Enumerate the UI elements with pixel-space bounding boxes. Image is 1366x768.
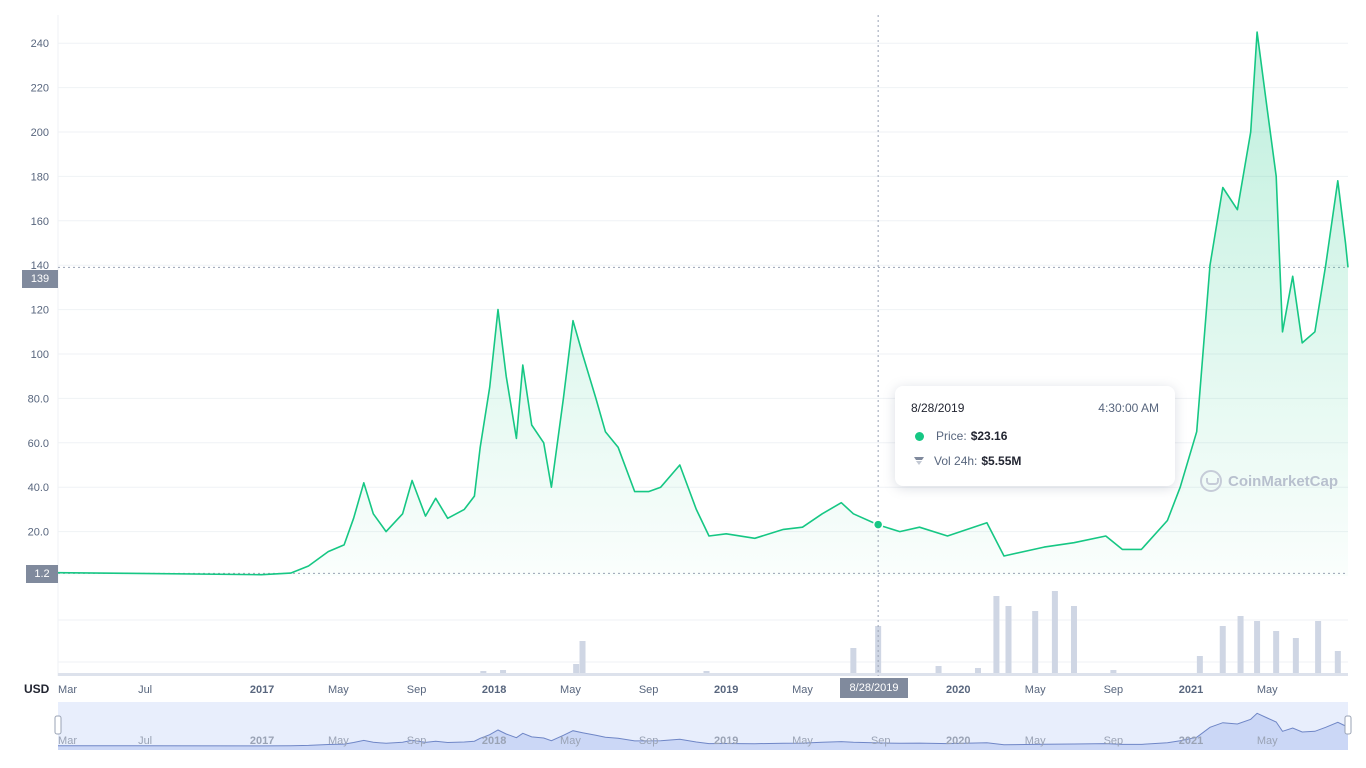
currency-label: USD: [24, 682, 50, 696]
navigator-tick-label: 2018: [482, 735, 506, 747]
tooltip-volume-label: Vol 24h:: [934, 454, 978, 468]
navigator-handle[interactable]: [1344, 715, 1352, 735]
tooltip-time: 4:30:00 AM: [1098, 401, 1159, 415]
price-area: [57, 31, 1349, 577]
volume-bar: [1254, 621, 1261, 676]
y-tick-label: 200: [31, 127, 49, 139]
x-tick-label: May: [560, 684, 581, 696]
y-tick-label: 240: [31, 38, 49, 50]
y-tick-label: 40.0: [28, 482, 49, 494]
tooltip-volume-value: $5.55M: [981, 454, 1022, 468]
volume-bar: [1334, 651, 1341, 676]
navigator-handle[interactable]: [54, 715, 62, 735]
tooltip-price-label: Price:: [936, 429, 967, 443]
volume-bars: [58, 591, 1348, 676]
y-tick-label: 20.0: [28, 527, 49, 539]
volume-bar: [974, 668, 981, 676]
navigator-tick-label: Sep: [1104, 735, 1124, 747]
navigator-tick-label: May: [560, 735, 581, 747]
tooltip-price-value: $23.16: [970, 429, 1008, 443]
volume-bar: [1070, 606, 1077, 676]
volume-bar: [1237, 616, 1244, 676]
volume-bar: [1196, 656, 1203, 676]
volume-bar: [579, 641, 586, 676]
navigator-tick-label: Sep: [639, 735, 659, 747]
x-tick-label: Sep: [407, 684, 427, 696]
volume-bar: [850, 648, 857, 676]
range-navigator[interactable]: Mar Jul 2017 May Sep 2018 May Sep 2019 May Sep 2020…: [54, 702, 1352, 750]
price-dot-icon: [915, 431, 924, 441]
x-tick-label: 2019: [714, 684, 738, 696]
y-tick-label: 220: [31, 83, 49, 95]
volume-bar: [1292, 638, 1299, 676]
volume-bar: [573, 664, 580, 676]
navigator-tick-label: May: [1025, 735, 1046, 747]
x-tick-label: May: [1257, 684, 1278, 696]
x-tick-label: Jul: [138, 684, 152, 696]
x-tick-label: Sep: [1104, 684, 1124, 696]
x-tick-label: Mar: [58, 684, 77, 696]
crosshair-point: [872, 519, 884, 530]
y-tick-label: 100: [31, 349, 49, 361]
navigator-tick-label: Sep: [407, 735, 427, 747]
x-tick-label: 2020: [946, 684, 970, 696]
navigator-tick-label: May: [1257, 735, 1278, 747]
crosshair-date-badge: 8/28/2019: [840, 678, 908, 698]
y-tick-label: 160: [31, 216, 49, 228]
x-axis: Mar Jul 2017 May Sep 2018 May Sep 2019 May Sep 2020…: [58, 684, 1278, 696]
current-price-badge: 139: [22, 270, 58, 288]
coinmarketcap-logo-icon: [1200, 470, 1222, 492]
x-tick-label: May: [1025, 684, 1046, 696]
navigator-tick-label: Sep: [871, 735, 891, 747]
volume-bar: [1051, 591, 1058, 676]
y-axis: 20.0 40.0 60.0 80.0 100 120 140 160 180 200 220 240: [28, 38, 49, 538]
grid-lines: [57, 15, 1348, 676]
tooltip-date: 8/28/2019: [911, 401, 965, 415]
volume-bar: [1219, 626, 1226, 676]
volume-bar: [1032, 611, 1039, 676]
chart-tooltip: 8/28/2019 4:30:00 AM Price: $23.16 Vol 2…: [895, 386, 1175, 486]
coinmarketcap-watermark: CoinMarketCap: [1200, 470, 1338, 492]
y-tick-label: 80.0: [28, 393, 49, 405]
navigator-tick-label: 2021: [1179, 735, 1203, 747]
volume-bar: [1005, 606, 1012, 676]
navigator-tick-label: 2020: [946, 735, 970, 747]
volume-bar: [993, 596, 1000, 676]
x-tick-label: May: [328, 684, 349, 696]
volume-bar: [1315, 621, 1322, 676]
y-tick-label: 180: [31, 171, 49, 183]
navigator-tick-label: May: [328, 735, 349, 747]
x-tick-label: 2021: [1179, 684, 1203, 696]
navigator-tick-label: 2017: [250, 735, 274, 747]
x-tick-label: May: [792, 684, 813, 696]
navigator-tick-label: 2019: [714, 735, 738, 747]
y-tick-label: 120: [31, 305, 49, 317]
watermark-text: CoinMarketCap: [1228, 472, 1339, 490]
volume-icon: [914, 457, 924, 465]
navigator-tick-label: May: [792, 735, 813, 747]
volume-baseline: [58, 673, 1348, 676]
price-area-fill: [58, 32, 1348, 577]
navigator-tick-label: Jul: [138, 735, 152, 747]
y-tick-label: 140: [31, 260, 49, 272]
y-tick-label: 60.0: [28, 438, 49, 450]
price-line: [57, 31, 1349, 576]
navigator-tick-label: Mar: [58, 735, 77, 747]
x-tick-label: 2017: [250, 684, 274, 696]
crosshair: [872, 15, 884, 676]
volume-bar: [935, 666, 942, 676]
navigator-background: [58, 702, 1348, 750]
x-tick-label: Sep: [639, 684, 659, 696]
x-tick-label: 2018: [482, 684, 506, 696]
volume-bar: [1273, 631, 1280, 676]
min-price-badge: 1.2: [26, 565, 58, 583]
navigator-line: [58, 712, 1349, 747]
